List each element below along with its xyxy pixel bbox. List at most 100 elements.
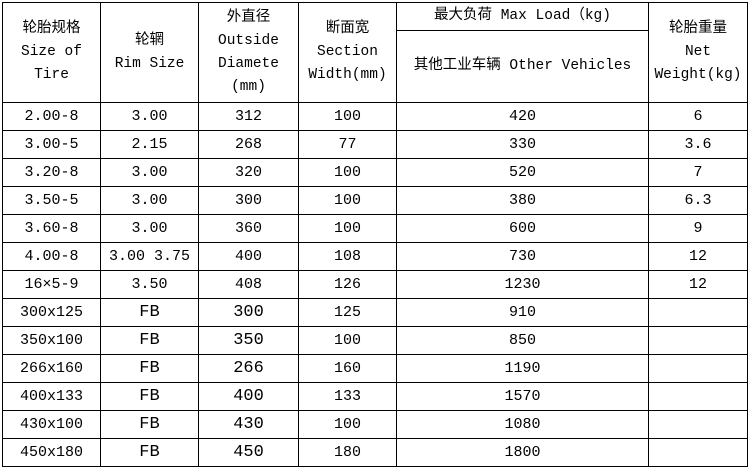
cell-size: 16×5-9 [2, 270, 101, 299]
table-row: 350x100 FB 350 100 850 [2, 326, 748, 355]
cell-rim: 3.00 [100, 186, 199, 215]
header-max-load: 最大负荷 Max Load（kg) [396, 2, 649, 31]
cell-weight [648, 438, 748, 467]
table-row: 400x133 FB 400 133 1570 [2, 382, 748, 411]
cell-max-load: 1800 [396, 438, 649, 467]
cell-diameter: 300 [198, 186, 299, 215]
cell-diameter: 320 [198, 158, 299, 187]
cell-weight [648, 298, 748, 327]
cell-rim: FB [100, 382, 199, 411]
cell-size: 266x160 [2, 354, 101, 383]
header-text: Weight(kg) [654, 67, 742, 83]
cell-diameter: 450 [198, 438, 299, 467]
cell-diameter: 266 [198, 354, 299, 383]
table-row: 450x180 FB 450 180 1800 [2, 438, 748, 467]
header-text: Outside [218, 32, 279, 49]
cell-max-load: 850 [396, 326, 649, 355]
cell-rim: FB [100, 298, 199, 327]
header-text: Net [684, 44, 712, 60]
cell-max-load: 730 [396, 242, 649, 271]
header-text: Diamete [218, 55, 279, 72]
cell-weight [648, 382, 748, 411]
cell-size: 3.00-5 [2, 130, 101, 159]
cell-section: 77 [298, 130, 397, 159]
cell-section: 100 [298, 186, 397, 215]
cell-weight: 12 [648, 270, 748, 299]
header-text: 轮胎重量 [669, 21, 727, 37]
cell-section: 100 [298, 410, 397, 439]
header-text: 轮辋 [135, 32, 164, 49]
cell-size: 3.50-5 [2, 186, 101, 215]
cell-weight [648, 354, 748, 383]
cell-max-load: 1190 [396, 354, 649, 383]
cell-weight: 12 [648, 242, 748, 271]
cell-weight: 6 [648, 102, 748, 131]
table-row: 266x160 FB 266 160 1190 [2, 354, 748, 383]
cell-rim: FB [100, 438, 199, 467]
header-text: Rim Size [114, 55, 185, 72]
cell-section: 126 [298, 270, 397, 299]
header-text: Size of [21, 44, 82, 60]
cell-size: 3.60-8 [2, 214, 101, 243]
cell-rim: 3.00 3.75 [100, 242, 199, 271]
cell-rim: 2.15 [100, 130, 199, 159]
cell-size: 430x100 [2, 410, 101, 439]
cell-diameter: 312 [198, 102, 299, 131]
cell-size: 2.00-8 [2, 102, 101, 131]
table-row: 2.00-8 3.00 312 100 420 6 [2, 102, 748, 131]
cell-section: 160 [298, 354, 397, 383]
cell-diameter: 430 [198, 410, 299, 439]
cell-section: 133 [298, 382, 397, 411]
cell-diameter: 400 [198, 242, 299, 271]
cell-rim: FB [100, 354, 199, 383]
table-row: 3.50-5 3.00 300 100 380 6.3 [2, 186, 748, 215]
table-row: 300x125 FB 300 125 910 [2, 298, 748, 327]
table-row: 430x100 FB 430 100 1080 [2, 410, 748, 439]
header-size: 轮胎规格 Size of Tire [2, 2, 101, 103]
cell-diameter: 400 [198, 382, 299, 411]
table-row: 16×5-9 3.50 408 126 1230 12 [2, 270, 748, 299]
header-text: Section [317, 44, 378, 60]
cell-section: 100 [298, 102, 397, 131]
cell-size: 400x133 [2, 382, 101, 411]
cell-diameter: 408 [198, 270, 299, 299]
cell-weight: 9 [648, 214, 748, 243]
header-weight: 轮胎重量 Net Weight(kg) [648, 2, 748, 103]
cell-section: 100 [298, 326, 397, 355]
cell-rim: FB [100, 410, 199, 439]
header-text: (mm) [231, 78, 266, 95]
cell-diameter: 268 [198, 130, 299, 159]
cell-max-load: 420 [396, 102, 649, 131]
cell-weight: 6.3 [648, 186, 748, 215]
cell-size: 450x180 [2, 438, 101, 467]
cell-diameter: 300 [198, 298, 299, 327]
cell-weight [648, 326, 748, 355]
cell-section: 180 [298, 438, 397, 467]
cell-weight [648, 410, 748, 439]
cell-rim: 3.00 [100, 102, 199, 131]
cell-section: 125 [298, 298, 397, 327]
cell-rim: FB [100, 326, 199, 355]
cell-max-load: 1080 [396, 410, 649, 439]
header-text: 轮胎规格 [22, 21, 81, 37]
cell-rim: 3.00 [100, 214, 199, 243]
table-row: 3.00-5 2.15 268 77 330 3.6 [2, 130, 748, 159]
header-text: 外直径 [226, 9, 271, 26]
cell-weight: 7 [648, 158, 748, 187]
header-other-vehicles: 其他工业车辆 Other Vehicles [396, 30, 649, 103]
cell-max-load: 600 [396, 214, 649, 243]
table-row: 4.00-8 3.00 3.75 400 108 730 12 [2, 242, 748, 271]
cell-max-load: 910 [396, 298, 649, 327]
cell-rim: 3.00 [100, 158, 199, 187]
table-row: 3.20-8 3.00 320 100 520 7 [2, 158, 748, 187]
table-row: 3.60-8 3.00 360 100 600 9 [2, 214, 748, 243]
header-section: 断面宽 Section Width(mm) [298, 2, 397, 103]
cell-max-load: 520 [396, 158, 649, 187]
cell-max-load: 1570 [396, 382, 649, 411]
cell-size: 350x100 [2, 326, 101, 355]
header-text: 断面宽 [325, 21, 370, 37]
cell-diameter: 360 [198, 214, 299, 243]
cell-max-load: 330 [396, 130, 649, 159]
cell-diameter: 350 [198, 326, 299, 355]
